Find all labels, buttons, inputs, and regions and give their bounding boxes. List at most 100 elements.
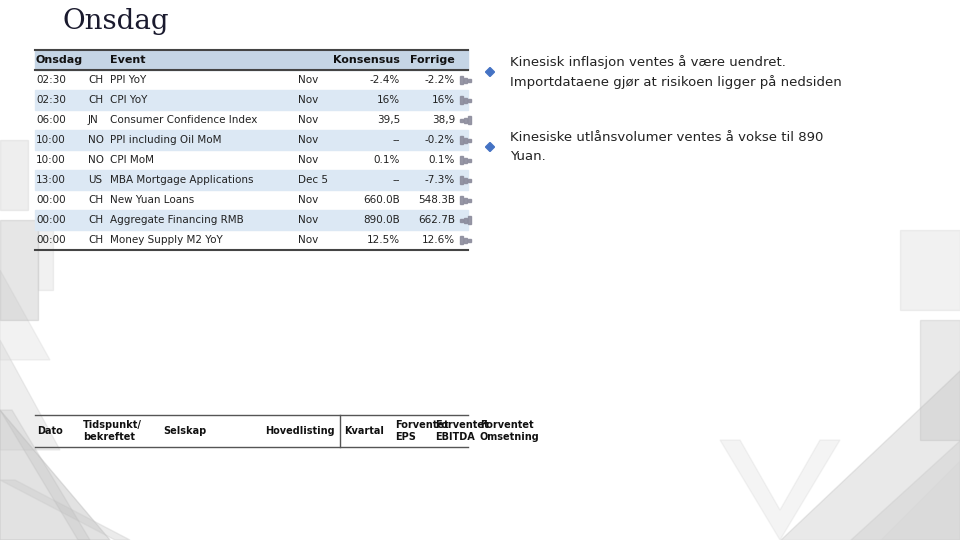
Bar — [464, 178, 467, 183]
Text: 0.1%: 0.1% — [428, 155, 455, 165]
Polygon shape — [486, 143, 494, 152]
Polygon shape — [0, 270, 50, 360]
Bar — [468, 116, 471, 124]
Polygon shape — [486, 68, 494, 77]
Bar — [0, 140, 28, 210]
Text: MBA Mortgage Applications: MBA Mortgage Applications — [110, 175, 253, 185]
Text: Nov: Nov — [298, 115, 319, 125]
Text: Tidspunkt/
bekreftet: Tidspunkt/ bekreftet — [83, 420, 142, 442]
Text: 16%: 16% — [432, 95, 455, 105]
Text: Onsdag: Onsdag — [62, 8, 169, 35]
Text: 12.6%: 12.6% — [421, 235, 455, 245]
Text: 660.0B: 660.0B — [363, 195, 400, 205]
Bar — [38, 230, 53, 290]
Text: Forventet
EPS: Forventet EPS — [395, 420, 448, 442]
Bar — [468, 159, 471, 161]
Text: US: US — [88, 175, 102, 185]
Text: CH: CH — [88, 195, 103, 205]
Text: Consumer Confidence Index: Consumer Confidence Index — [110, 115, 257, 125]
Text: NO: NO — [88, 135, 104, 145]
Bar — [920, 320, 960, 440]
Polygon shape — [0, 480, 130, 540]
Text: Hovedlisting: Hovedlisting — [265, 426, 335, 436]
Text: 0.1%: 0.1% — [373, 155, 400, 165]
Polygon shape — [0, 410, 110, 540]
Text: Dato: Dato — [37, 426, 62, 436]
Text: 548.3B: 548.3B — [418, 195, 455, 205]
Bar — [468, 179, 471, 181]
Text: Nov: Nov — [298, 195, 319, 205]
Bar — [460, 136, 463, 144]
Text: Onsdag: Onsdag — [36, 55, 84, 65]
Text: -0.2%: -0.2% — [425, 135, 455, 145]
Bar — [464, 118, 467, 123]
Text: 00:00: 00:00 — [36, 215, 65, 225]
Text: --: -- — [393, 175, 400, 185]
Text: PPI YoY: PPI YoY — [110, 75, 146, 85]
Text: CPI YoY: CPI YoY — [110, 95, 148, 105]
Polygon shape — [0, 410, 90, 540]
Text: 00:00: 00:00 — [36, 235, 65, 245]
Text: CH: CH — [88, 215, 103, 225]
Bar — [464, 138, 467, 143]
Text: CH: CH — [88, 95, 103, 105]
Text: NO: NO — [88, 155, 104, 165]
Text: CH: CH — [88, 235, 103, 245]
Bar — [468, 216, 471, 224]
Text: Nov: Nov — [298, 235, 319, 245]
Bar — [464, 78, 467, 83]
Bar — [460, 96, 463, 104]
Text: Kinesisk inflasjon ventes å være uendret.
Importdataene gjør at risikoen ligger : Kinesisk inflasjon ventes å være uendret… — [510, 55, 842, 89]
Text: PPI including Oil MoM: PPI including Oil MoM — [110, 135, 222, 145]
Text: Nov: Nov — [298, 215, 319, 225]
Bar — [464, 98, 467, 103]
Bar — [35, 170, 468, 190]
Bar — [468, 199, 471, 201]
Text: 39,5: 39,5 — [376, 115, 400, 125]
Bar — [464, 218, 467, 222]
Text: 10:00: 10:00 — [36, 155, 65, 165]
Bar — [468, 98, 471, 102]
Bar — [468, 138, 471, 141]
Text: Kinesiske utlånsvolumer ventes å vokse til 890
Yuan.: Kinesiske utlånsvolumer ventes å vokse t… — [510, 131, 824, 163]
Bar — [468, 78, 471, 82]
Text: 02:30: 02:30 — [36, 95, 66, 105]
Bar — [468, 239, 471, 241]
Bar — [35, 90, 468, 110]
Bar — [460, 156, 463, 164]
Text: Nov: Nov — [298, 155, 319, 165]
Text: -2.2%: -2.2% — [424, 75, 455, 85]
Text: 12.5%: 12.5% — [367, 235, 400, 245]
Text: CH: CH — [88, 75, 103, 85]
Bar — [460, 196, 463, 204]
Text: 10:00: 10:00 — [36, 135, 65, 145]
Bar — [900, 230, 960, 310]
Text: Nov: Nov — [298, 95, 319, 105]
Text: 06:00: 06:00 — [36, 115, 65, 125]
Text: 890.0B: 890.0B — [363, 215, 400, 225]
Bar — [460, 176, 463, 184]
Bar — [464, 158, 467, 163]
Bar — [0, 220, 38, 320]
Text: New Yuan Loans: New Yuan Loans — [110, 195, 194, 205]
Text: --: -- — [393, 135, 400, 145]
Text: Dec 5: Dec 5 — [298, 175, 328, 185]
Text: Nov: Nov — [298, 75, 319, 85]
Polygon shape — [780, 370, 960, 540]
Bar — [35, 50, 468, 70]
Text: 662.7B: 662.7B — [418, 215, 455, 225]
Text: Forventet
Omsetning: Forventet Omsetning — [480, 420, 540, 442]
Text: Aggregate Financing RMB: Aggregate Financing RMB — [110, 215, 244, 225]
Text: 38,9: 38,9 — [432, 115, 455, 125]
Polygon shape — [850, 440, 960, 540]
Text: Money Supply M2 YoY: Money Supply M2 YoY — [110, 235, 223, 245]
Text: 13:00: 13:00 — [36, 175, 66, 185]
Bar — [460, 118, 463, 122]
Bar — [35, 130, 468, 150]
Text: -7.3%: -7.3% — [424, 175, 455, 185]
Bar — [464, 238, 467, 242]
Bar — [460, 219, 463, 221]
Text: Event: Event — [110, 55, 146, 65]
Text: 02:30: 02:30 — [36, 75, 66, 85]
Text: 16%: 16% — [377, 95, 400, 105]
